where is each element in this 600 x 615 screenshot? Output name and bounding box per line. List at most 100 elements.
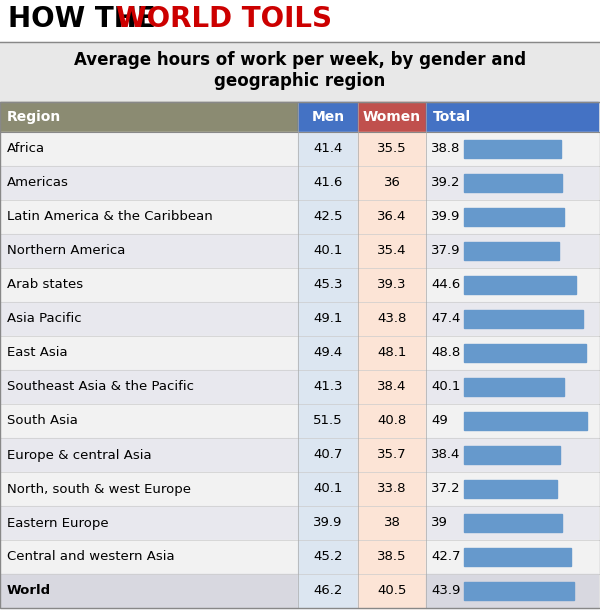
Bar: [0, 42, 600, 102]
Text: 33.8: 33.8: [377, 483, 407, 496]
Text: 39.3: 39.3: [377, 279, 407, 292]
Text: Arab states: Arab states: [7, 279, 83, 292]
Bar: [426, 302, 598, 336]
Bar: [358, 102, 426, 132]
Bar: [358, 540, 426, 574]
Bar: [426, 540, 598, 574]
Text: 40.7: 40.7: [313, 448, 343, 461]
Bar: [426, 234, 598, 268]
Text: 39: 39: [431, 517, 448, 530]
Bar: [464, 412, 587, 430]
Bar: [0, 438, 298, 472]
Text: 48.1: 48.1: [377, 346, 407, 360]
Bar: [358, 404, 426, 438]
Text: 43.8: 43.8: [377, 312, 407, 325]
Text: Total: Total: [433, 110, 471, 124]
Text: 41.3: 41.3: [313, 381, 343, 394]
Text: 38.4: 38.4: [431, 448, 460, 461]
Text: 38.8: 38.8: [431, 143, 460, 156]
Bar: [426, 472, 598, 506]
Bar: [426, 336, 598, 370]
Text: Northern America: Northern America: [7, 245, 125, 258]
Text: 35.4: 35.4: [377, 245, 407, 258]
Bar: [358, 200, 426, 234]
Text: 40.5: 40.5: [377, 584, 407, 598]
Text: 39.9: 39.9: [431, 210, 460, 223]
Bar: [464, 514, 562, 532]
Bar: [426, 574, 598, 608]
Bar: [0, 102, 298, 132]
Bar: [298, 404, 358, 438]
Text: 39.2: 39.2: [431, 177, 461, 189]
Bar: [0, 132, 298, 166]
Bar: [426, 506, 598, 540]
Text: 44.6: 44.6: [431, 279, 460, 292]
Text: Southeast Asia & the Pacific: Southeast Asia & the Pacific: [7, 381, 194, 394]
Bar: [0, 200, 298, 234]
Bar: [358, 506, 426, 540]
Text: 46.2: 46.2: [313, 584, 343, 598]
Text: Average hours of work per week, by gender and
geographic region: Average hours of work per week, by gende…: [74, 52, 526, 90]
Bar: [464, 310, 583, 328]
Text: East Asia: East Asia: [7, 346, 68, 360]
Bar: [426, 370, 598, 404]
Bar: [0, 302, 298, 336]
Text: Region: Region: [7, 110, 61, 124]
Bar: [464, 446, 560, 464]
Text: Latin America & the Caribbean: Latin America & the Caribbean: [7, 210, 213, 223]
Bar: [358, 370, 426, 404]
Text: 38.4: 38.4: [377, 381, 407, 394]
Bar: [0, 102, 600, 608]
Bar: [426, 102, 598, 132]
Bar: [464, 548, 571, 566]
Text: 36.4: 36.4: [377, 210, 407, 223]
Bar: [0, 268, 298, 302]
Bar: [464, 344, 586, 362]
Text: 48.8: 48.8: [431, 346, 460, 360]
Bar: [0, 574, 298, 608]
Text: 40.1: 40.1: [313, 483, 343, 496]
Text: 38: 38: [383, 517, 400, 530]
Bar: [464, 140, 561, 158]
Text: South Asia: South Asia: [7, 415, 78, 427]
Bar: [426, 268, 598, 302]
Text: Africa: Africa: [7, 143, 45, 156]
Text: 35.5: 35.5: [377, 143, 407, 156]
Bar: [298, 506, 358, 540]
Bar: [464, 208, 564, 226]
Text: 49.4: 49.4: [313, 346, 343, 360]
Bar: [358, 234, 426, 268]
Text: 51.5: 51.5: [313, 415, 343, 427]
Bar: [0, 472, 298, 506]
Bar: [426, 200, 598, 234]
Bar: [0, 0, 600, 42]
Text: 45.3: 45.3: [313, 279, 343, 292]
Text: 36: 36: [383, 177, 400, 189]
Bar: [0, 506, 298, 540]
Bar: [464, 582, 574, 600]
Bar: [426, 404, 598, 438]
Bar: [0, 166, 298, 200]
Text: 41.4: 41.4: [313, 143, 343, 156]
Text: 49.1: 49.1: [313, 312, 343, 325]
Text: 40.1: 40.1: [431, 381, 460, 394]
Bar: [358, 438, 426, 472]
Text: 49: 49: [431, 415, 448, 427]
Bar: [358, 472, 426, 506]
Text: Men: Men: [311, 110, 344, 124]
Bar: [358, 132, 426, 166]
Bar: [298, 268, 358, 302]
Bar: [0, 404, 298, 438]
Text: 40.1: 40.1: [313, 245, 343, 258]
Bar: [464, 480, 557, 498]
Bar: [298, 438, 358, 472]
Bar: [298, 200, 358, 234]
Bar: [298, 102, 358, 132]
Bar: [298, 540, 358, 574]
Bar: [298, 574, 358, 608]
Text: Central and western Asia: Central and western Asia: [7, 550, 175, 563]
Bar: [464, 174, 562, 192]
Text: 43.9: 43.9: [431, 584, 460, 598]
Text: 41.6: 41.6: [313, 177, 343, 189]
Bar: [358, 268, 426, 302]
